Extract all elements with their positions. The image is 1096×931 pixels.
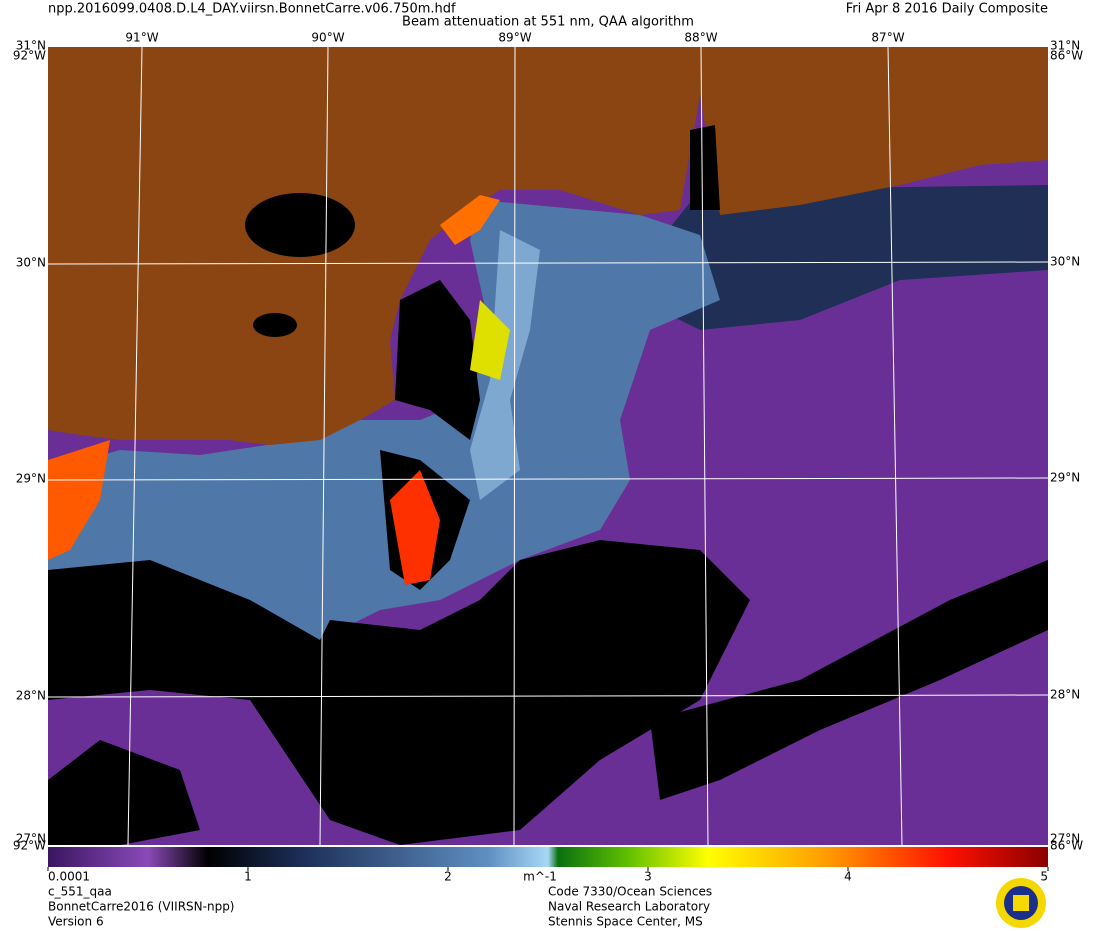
lon-label: 90°W	[311, 31, 344, 45]
lon-label: 88°W	[684, 31, 717, 45]
turbid-plume	[48, 200, 720, 690]
coastal-high	[390, 470, 440, 585]
date: Fri Apr 8 2016 Daily Composite	[846, 2, 1048, 17]
logo	[996, 878, 1046, 928]
lat-label: 28°N	[16, 689, 46, 703]
graticule	[47, 46, 1049, 846]
lat-label: 31°N	[1050, 39, 1080, 53]
lat-label: 27°N	[16, 832, 46, 846]
lat-label: 30°N	[16, 256, 46, 270]
colorbar-unit: m^-1	[523, 870, 557, 884]
grid-line	[887, 46, 903, 846]
cloud-mask	[48, 540, 750, 845]
colorbar-tick-label: 0.0001	[48, 870, 90, 884]
cloud-mask	[650, 560, 1048, 800]
lake	[245, 193, 355, 257]
grid-line	[47, 694, 1049, 698]
colorbar-tick-label: 3	[644, 870, 652, 884]
colorbar-tick-label: 4	[844, 870, 852, 884]
footer-left: Version 6	[48, 915, 104, 929]
colorbar-tick-label: 2	[444, 870, 452, 884]
colorbar-tick-label: 1	[244, 870, 252, 884]
land	[48, 47, 1048, 445]
lon-label: 89°W	[498, 31, 531, 45]
logo-shield	[1013, 895, 1029, 911]
grid-line	[47, 261, 1049, 265]
colorbar	[48, 847, 1048, 867]
lat-label: 29°N	[1050, 471, 1080, 485]
lon-corner-label: 92°W	[13, 49, 46, 63]
grid-line	[700, 46, 709, 846]
lon-corner-label: 86°W	[1050, 839, 1083, 853]
lon-corner-label: 86°W	[1050, 49, 1083, 63]
lat-label: 28°N	[1050, 688, 1080, 702]
lat-label: 30°N	[1050, 255, 1080, 269]
offshore-water	[620, 185, 1048, 330]
grid-line	[47, 477, 1049, 481]
coastal-high	[440, 195, 500, 245]
footer-right: Naval Research Laboratory	[548, 900, 710, 914]
grid-line	[513, 46, 516, 846]
colorbar-ticks: 0.0001 1 2 3 4 5	[47, 867, 1049, 884]
footer-right: Stennis Space Center, MS	[548, 915, 703, 929]
coastal-high	[48, 440, 110, 560]
marsh	[395, 280, 480, 440]
filename: npp.2016099.0408.D.L4_DAY.viirsn.BonnetC…	[48, 2, 456, 17]
lat-label: 27°N	[1050, 832, 1080, 846]
lon-label: 91°W	[125, 31, 158, 45]
grid-line	[319, 46, 329, 846]
map	[47, 46, 1049, 846]
lat-label: 31°N	[16, 39, 46, 53]
footer-left: BonnetCarre2016 (VIIRSN-npp)	[48, 900, 235, 914]
bay	[690, 125, 720, 210]
cloud-mask	[48, 740, 200, 845]
lon-label: 87°W	[871, 31, 904, 45]
clear-water	[470, 230, 540, 500]
footer-left: c_551_qaa	[48, 885, 112, 899]
lon-corner-label: 92°W	[13, 839, 46, 853]
grid-line	[127, 46, 143, 846]
map-title: Beam attenuation at 551 nm, QAA algorith…	[402, 15, 694, 30]
coastal-high	[470, 300, 510, 380]
footer-right: Code 7330/Ocean Sciences	[548, 885, 712, 899]
lake	[253, 313, 297, 337]
lat-label: 29°N	[16, 472, 46, 486]
colorbar-tick-label: 5	[1040, 870, 1048, 884]
